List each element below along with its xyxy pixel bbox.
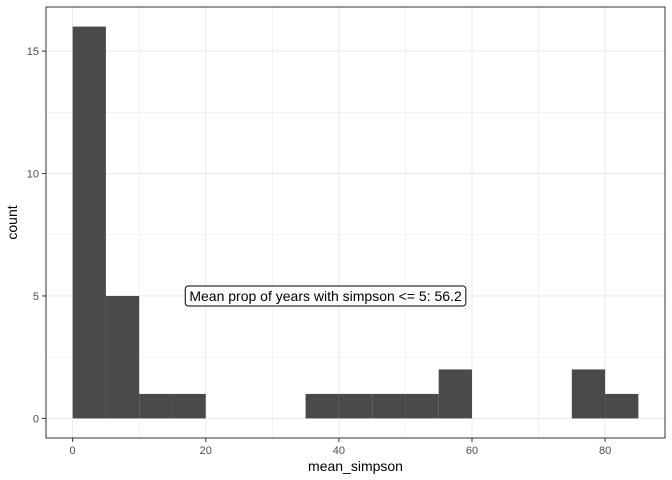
annotation-label: Mean prop of years with simpson <= 5: 56… bbox=[184, 285, 467, 307]
y-tick-label: 0 bbox=[33, 413, 39, 425]
minor-gridlines bbox=[46, 7, 665, 438]
histogram-bar bbox=[338, 393, 373, 419]
histogram-bar bbox=[72, 26, 106, 419]
histogram-bar bbox=[139, 393, 173, 419]
annotation-box bbox=[184, 285, 467, 307]
x-axis-ticks: 0 20 40 60 80 bbox=[70, 438, 611, 457]
histogram-bar bbox=[372, 393, 406, 419]
x-tick-label: 20 bbox=[200, 445, 212, 457]
panel-border bbox=[45, 6, 666, 439]
histogram-bar bbox=[172, 393, 206, 419]
histogram-bar bbox=[305, 393, 339, 419]
histogram-bar bbox=[405, 393, 439, 419]
x-axis-title: mean_simpson bbox=[308, 458, 403, 474]
x-tick-label: 40 bbox=[333, 445, 345, 457]
x-tick-label: 80 bbox=[599, 445, 611, 457]
y-tick-label: 5 bbox=[33, 291, 39, 303]
histogram-bar bbox=[605, 393, 639, 419]
x-tick-label: 60 bbox=[466, 445, 478, 457]
histogram-bar bbox=[571, 369, 606, 419]
x-tick-label: 0 bbox=[70, 445, 76, 457]
histogram-bars bbox=[72, 26, 639, 419]
histogram-bar bbox=[438, 369, 472, 419]
y-axis-ticks: 0 5 10 15 bbox=[27, 46, 46, 425]
y-axis-title: count bbox=[4, 205, 20, 239]
histogram-bar bbox=[105, 295, 140, 419]
y-tick-label: 15 bbox=[27, 46, 39, 58]
annotation-text: Mean prop of years with simpson <= 5: 56… bbox=[189, 288, 462, 304]
y-tick-label: 10 bbox=[27, 169, 39, 181]
